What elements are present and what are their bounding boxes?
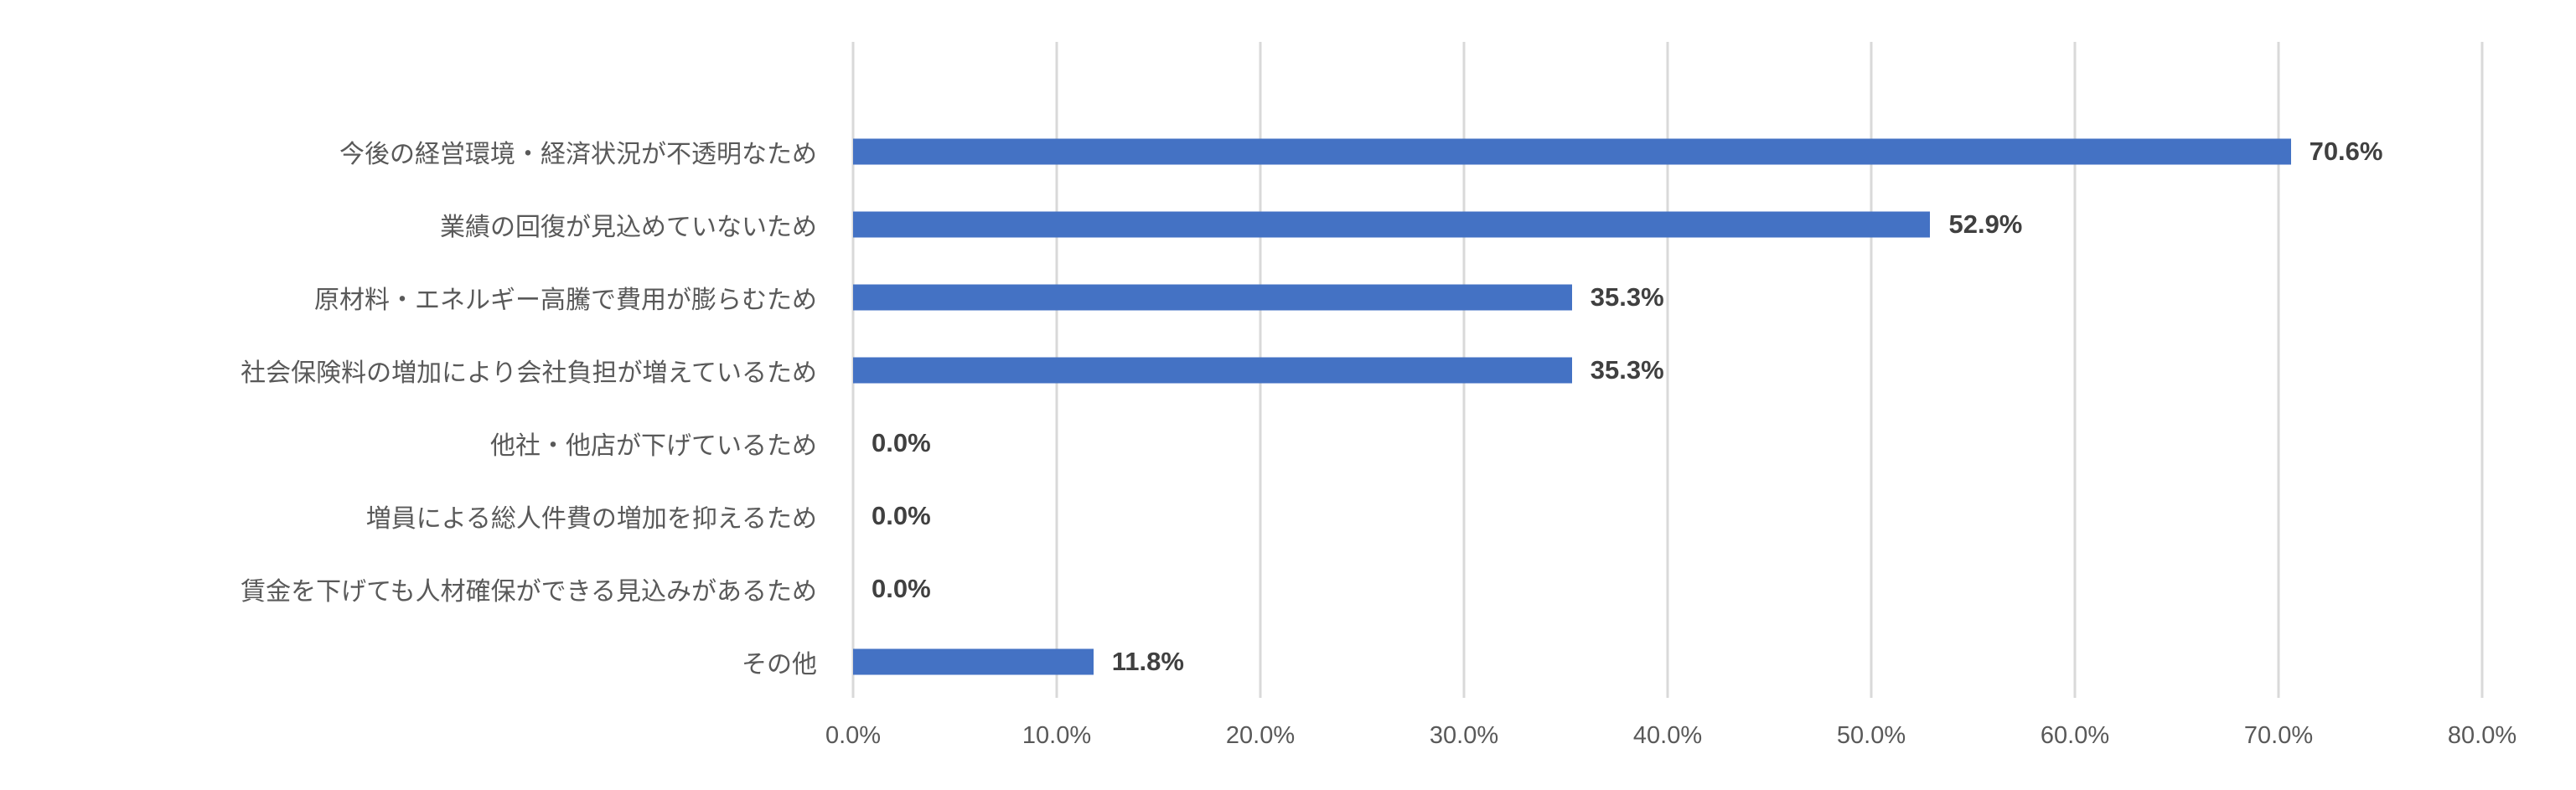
x-axis-tick-label: 0.0% xyxy=(825,722,882,749)
gridline xyxy=(2277,42,2280,698)
category-row: 業績の回復が見込めていないため xyxy=(0,188,817,261)
bar-row: 0.0% xyxy=(853,406,2482,479)
category-row: 原材料・エネルギー高騰で費用が膨らむため xyxy=(0,261,817,333)
category-row: その他 xyxy=(0,625,817,698)
gridline xyxy=(1666,42,1669,698)
category-label: 原材料・エネルギー高騰で費用が膨らむため xyxy=(314,286,817,314)
bar-row: 35.3% xyxy=(853,261,2482,333)
plot-area: 70.6% 52.9% 35.3% 35.3% 0.0% 0.0% 0.0% 11.8% xyxy=(851,42,2484,698)
data-label: 0.0% xyxy=(872,573,931,603)
bar-rows: 70.6% 52.9% 35.3% 35.3% 0.0% 0.0% 0.0% 11.8% xyxy=(853,42,2482,698)
x-axis-tick-label: 80.0% xyxy=(2447,722,2517,749)
category-row: 今後の経営環境・経済状況が不透明なため xyxy=(0,115,817,188)
x-axis-tick-label: 10.0% xyxy=(1022,722,1092,749)
category-row: 社会保険料の増加により会社負担が増えているため xyxy=(0,333,817,406)
bar xyxy=(853,284,1572,310)
value-axis: 0.0% 10.0% 20.0% 30.0% 40.0% 50.0% 60.0% 70.0% 8… xyxy=(825,722,2517,764)
x-axis-tick-label: 70.0% xyxy=(2243,722,2314,749)
x-axis-tick-label: 60.0% xyxy=(2040,722,2110,749)
category-rows: 今後の経営環境・経済状況が不透明なため業績の回復が見込めていないため原材料・エネ… xyxy=(0,42,817,698)
category-label: 今後の経営環境・経済状況が不透明なため xyxy=(339,140,817,168)
gridline xyxy=(1870,42,1873,698)
bar-row: 0.0% xyxy=(853,479,2482,552)
category-row: 他社・他店が下げているため xyxy=(0,406,817,479)
category-label: 増員による総人件費の増加を抑えるため xyxy=(365,504,817,533)
bar-row: 70.6% xyxy=(853,115,2482,188)
bar xyxy=(853,357,1572,383)
data-label: 11.8% xyxy=(1111,646,1184,676)
gridline xyxy=(2480,42,2484,698)
data-label: 35.3% xyxy=(1590,354,1664,385)
bar-row: 0.0% xyxy=(853,552,2482,625)
empty-row xyxy=(0,42,817,115)
category-label: 社会保険料の増加により会社負担が増えているため xyxy=(241,359,817,387)
bar xyxy=(853,211,1931,237)
bar-row: 52.9% xyxy=(853,188,2482,261)
category-label: 賃金を下げても人材確保ができる見込みがあるため xyxy=(241,577,817,606)
gridline xyxy=(2073,42,2077,698)
data-label: 0.0% xyxy=(872,427,931,457)
bar-row: 35.3% xyxy=(853,333,2482,406)
x-axis-tick-label: 30.0% xyxy=(1429,722,1499,749)
category-row: 増員による総人件費の増加を抑えるため xyxy=(0,479,817,552)
category-axis: 今後の経営環境・経済状況が不透明なため業績の回復が見込めていないため原材料・エネ… xyxy=(0,42,817,698)
x-axis-tick-label: 40.0% xyxy=(1632,722,1703,749)
data-label: 35.3% xyxy=(1590,281,1664,312)
empty-row xyxy=(853,42,2482,115)
category-label: 業績の回復が見込めていないため xyxy=(440,213,817,241)
data-label: 70.6% xyxy=(2309,136,2383,166)
category-row: 賃金を下げても人材確保ができる見込みがあるため xyxy=(0,552,817,625)
category-label: その他 xyxy=(742,650,817,679)
x-axis-tick-label: 20.0% xyxy=(1225,722,1296,749)
category-label: 他社・他店が下げているため xyxy=(490,431,817,460)
bar-row: 11.8% xyxy=(853,625,2482,698)
data-label: 0.0% xyxy=(872,500,931,530)
data-label: 52.9% xyxy=(1948,209,2023,239)
x-axis-tick-label: 50.0% xyxy=(1836,722,1906,749)
bar xyxy=(853,648,1094,674)
bar xyxy=(853,138,2291,164)
